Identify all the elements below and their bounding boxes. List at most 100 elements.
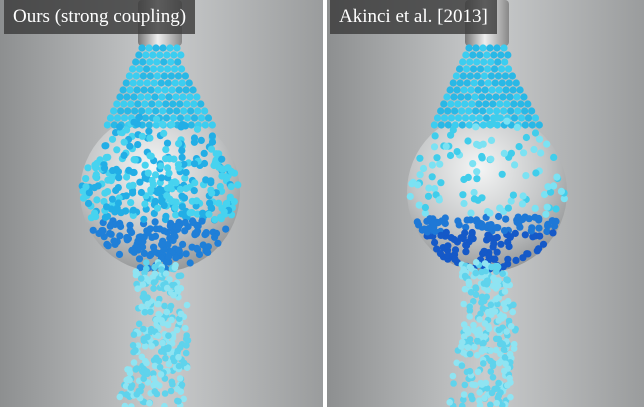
particle <box>472 259 480 266</box>
particle <box>433 114 442 122</box>
particle <box>84 164 92 172</box>
particle <box>158 348 165 355</box>
particle <box>177 65 186 73</box>
particle <box>505 317 513 325</box>
particle <box>462 65 471 73</box>
panel-label: Akinci et al. [2013] <box>330 0 497 34</box>
particle <box>175 246 183 254</box>
particle <box>152 115 161 123</box>
particle <box>138 353 146 361</box>
particle <box>135 255 144 263</box>
particle <box>515 143 523 151</box>
particle <box>486 107 494 115</box>
particle <box>444 242 452 250</box>
particle <box>504 255 512 263</box>
particle <box>470 298 477 305</box>
particle <box>126 221 134 229</box>
particle <box>516 86 524 94</box>
particle <box>460 199 468 208</box>
particle <box>204 243 212 251</box>
particle <box>137 387 144 395</box>
particle <box>469 395 476 403</box>
particle <box>182 324 189 332</box>
particle <box>106 222 114 230</box>
particle <box>550 222 559 230</box>
particle <box>150 382 157 389</box>
particle <box>497 240 505 248</box>
particle <box>502 215 510 223</box>
particle <box>491 255 499 263</box>
particle <box>423 217 431 225</box>
particle <box>205 210 213 218</box>
particle <box>218 155 226 163</box>
particle <box>166 44 174 52</box>
particle <box>156 65 165 73</box>
particle <box>470 79 478 87</box>
particle <box>130 348 137 356</box>
particle <box>474 331 482 339</box>
particle <box>494 300 501 308</box>
particle <box>446 151 455 160</box>
particle <box>170 291 177 299</box>
particle <box>489 119 497 128</box>
particle <box>478 152 486 161</box>
particle <box>550 182 558 190</box>
particle <box>139 281 147 288</box>
particle <box>419 164 428 173</box>
particle <box>167 387 175 395</box>
particle <box>136 178 144 186</box>
particle <box>165 252 173 261</box>
particle <box>484 308 492 316</box>
particle <box>510 100 518 108</box>
particle <box>93 196 101 204</box>
particle <box>116 93 124 101</box>
particle <box>493 399 501 407</box>
particle <box>148 100 156 108</box>
particle <box>441 214 449 222</box>
particle <box>480 72 488 80</box>
particle <box>452 72 460 80</box>
particle <box>201 107 209 115</box>
particle <box>179 93 187 101</box>
particle <box>480 360 487 367</box>
particle <box>207 145 216 153</box>
particle <box>160 58 168 66</box>
particle <box>521 121 529 129</box>
particle <box>535 214 543 223</box>
particle <box>223 199 231 207</box>
particle <box>165 360 173 368</box>
particle <box>476 402 484 407</box>
particle <box>218 172 226 180</box>
particle <box>168 316 175 324</box>
particle <box>200 159 209 168</box>
particle <box>470 188 478 197</box>
particle <box>447 114 456 122</box>
particle <box>101 213 109 221</box>
particle <box>488 86 496 94</box>
particle <box>500 107 508 115</box>
particle <box>134 141 142 149</box>
particle <box>135 320 143 328</box>
particle <box>153 72 161 80</box>
particle <box>544 183 552 191</box>
particle <box>178 147 186 155</box>
particle <box>458 107 466 115</box>
particle <box>476 65 485 73</box>
particle <box>135 51 143 59</box>
particle <box>463 79 471 87</box>
particle <box>460 321 468 328</box>
particle <box>466 72 474 80</box>
particle <box>500 346 508 353</box>
particle <box>108 195 117 203</box>
particle <box>167 302 175 310</box>
particle <box>158 198 166 206</box>
particle <box>461 229 469 237</box>
particle <box>424 192 433 200</box>
particle <box>425 184 433 192</box>
particle <box>163 139 172 147</box>
particle <box>193 210 201 218</box>
particle <box>499 93 507 101</box>
particle <box>156 363 164 371</box>
particle <box>504 204 512 212</box>
particle <box>160 227 168 235</box>
